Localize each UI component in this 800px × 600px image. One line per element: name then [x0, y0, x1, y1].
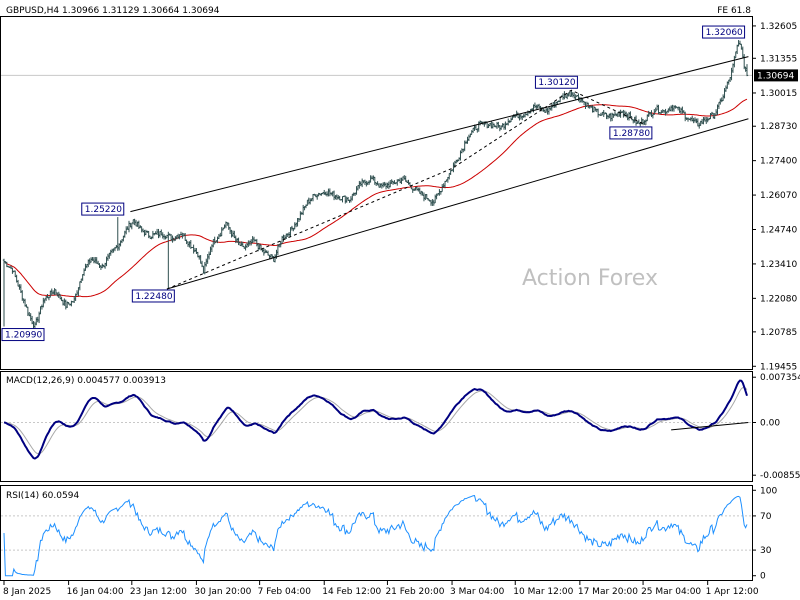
price-tick-label: 1.23410 — [760, 260, 797, 270]
svg-text:1.25220: 1.25220 — [85, 205, 122, 215]
time-tick-label: 7 Feb 04:00 — [258, 587, 312, 597]
channel-line — [130, 56, 749, 213]
macd-tick-label: -0.008558 — [760, 471, 800, 481]
svg-text:1.22480: 1.22480 — [135, 292, 172, 302]
rsi-axis: 100 70 30 0 — [752, 486, 777, 582]
price-bar — [745, 64, 749, 77]
time-tick-label: 25 Mar 04:00 — [641, 587, 701, 597]
macd-tick-label: 0.007354 — [760, 373, 800, 383]
price-annotation: 1.30120 — [534, 75, 578, 89]
moving-average-line — [3, 98, 748, 298]
price-tick-label: 1.31355 — [760, 54, 797, 64]
price-annotation: 1.28780 — [609, 126, 653, 140]
price-annotations: 1.25220 1.22480 1.30120 1.28780 1.32060 1.209… — [1, 25, 746, 342]
rsi-series-line — [3, 495, 748, 577]
rsi-tick-label: 30 — [760, 546, 772, 556]
price-tick-label: 1.27400 — [760, 157, 797, 167]
price-tick-label: 1.30015 — [760, 89, 797, 99]
macd-lines — [3, 379, 749, 460]
time-tick-label: 16 Jan 04:00 — [67, 587, 124, 597]
price-annotation: 1.25220 — [81, 202, 125, 216]
time-tick-label: 30 Jan 20:00 — [194, 587, 251, 597]
macd-title: MACD(12,26,9) 0.004577 0.003913 — [6, 376, 166, 386]
price-panel-frame — [0, 16, 753, 370]
time-tick-label: 21 Feb 20:00 — [385, 587, 444, 597]
rsi-tick-label: 100 — [760, 486, 777, 496]
price-annotation: 1.22480 — [131, 289, 175, 303]
time-tick-label: 8 Jan 2025 — [3, 587, 51, 597]
price-panel[interactable]: GBPUSD,H4 1.30966 1.31129 1.30664 1.3069… — [0, 6, 799, 372]
time-tick-label: 14 Feb 12:00 — [322, 587, 381, 597]
rsi-grid — [1, 515, 752, 551]
trend-lines — [130, 56, 749, 290]
macd-panel[interactable]: MACD(12,26,9) 0.004577 0.003913 0.007354… — [0, 371, 800, 482]
time-axis: 8 Jan 2025 16 Jan 04:00 23 Jan 12:00 30 Jan… — [3, 581, 759, 597]
price-axis: 1.32605 1.31355 1.30015 1.28730 1.27400 1.260… — [752, 22, 798, 372]
price-tick-label: 1.32605 — [760, 22, 797, 32]
watermark: Action Forex — [522, 266, 658, 291]
macd-panel-frame — [0, 371, 753, 482]
header-symbol-line: GBPUSD,H4 1.30966 1.31129 1.30664 1.3069… — [6, 6, 220, 16]
price-tick-label: 1.26070 — [760, 191, 797, 201]
macd-axis: 0.007354 0.00 -0.008558 — [752, 373, 800, 481]
current-price-tag — [754, 69, 798, 82]
channel-line — [166, 118, 749, 290]
wave-dashed-line — [166, 89, 647, 290]
rsi-title: RSI(14) 60.0594 — [6, 491, 79, 501]
rsi-line — [3, 495, 748, 577]
svg-text:1.30120: 1.30120 — [538, 78, 575, 88]
time-tick-label: 10 Mar 12:00 — [513, 587, 573, 597]
fe-label: FE 61.8 — [717, 6, 751, 16]
svg-text:1.28780: 1.28780 — [613, 129, 650, 139]
rsi-panel[interactable]: RSI(14) 60.0594 100 70 30 0 — [0, 485, 778, 582]
price-tick-label: 1.28730 — [760, 122, 797, 132]
time-tick-label: 23 Jan 12:00 — [130, 587, 187, 597]
price-tick-label: 1.24740 — [760, 225, 797, 235]
macd-main-line — [3, 379, 748, 460]
svg-text:1.32060: 1.32060 — [706, 28, 743, 38]
price-tick-label: 1.19455 — [760, 362, 797, 372]
rsi-tick-label: 70 — [760, 512, 772, 522]
macd-tick-label: 0.00 — [760, 418, 780, 428]
time-tick-label: 3 Mar 04:00 — [450, 587, 505, 597]
rsi-panel-frame — [0, 485, 753, 581]
time-tick-label: 17 Mar 20:00 — [578, 587, 638, 597]
price-tick-label: 1.22080 — [760, 294, 797, 304]
svg-text:1.20990: 1.20990 — [5, 331, 42, 341]
time-tick-label: 1 Apr 12:00 — [706, 587, 759, 597]
candles — [2, 40, 749, 330]
current-price-label: 1.30694 — [757, 71, 794, 81]
macd-trendline — [671, 421, 749, 431]
moving-average — [3, 98, 748, 298]
price-annotation: 1.32060 — [702, 25, 746, 39]
price-annotation: 1.20990 — [1, 328, 45, 342]
price-tick-label: 1.20785 — [760, 328, 797, 338]
rsi-tick-label: 0 — [760, 572, 766, 582]
